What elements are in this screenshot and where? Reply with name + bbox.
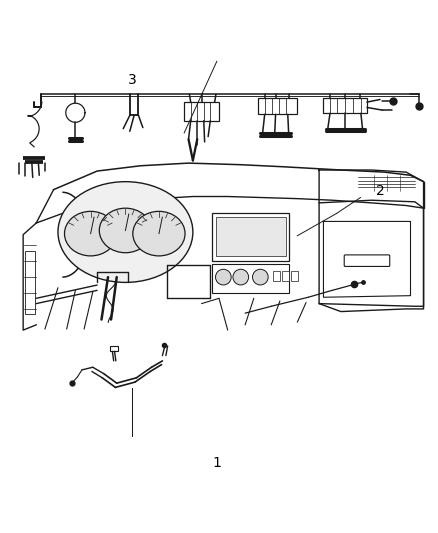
FancyBboxPatch shape	[282, 271, 289, 281]
Circle shape	[233, 269, 249, 285]
Ellipse shape	[58, 182, 193, 282]
FancyBboxPatch shape	[273, 271, 280, 281]
Text: 2: 2	[376, 184, 385, 198]
Text: 1: 1	[212, 456, 221, 470]
Ellipse shape	[64, 212, 117, 256]
Circle shape	[253, 269, 268, 285]
Ellipse shape	[99, 208, 152, 253]
FancyBboxPatch shape	[212, 214, 289, 261]
FancyBboxPatch shape	[25, 251, 35, 314]
FancyBboxPatch shape	[323, 99, 367, 114]
FancyBboxPatch shape	[258, 99, 297, 114]
FancyBboxPatch shape	[291, 271, 298, 281]
Text: 3: 3	[127, 73, 136, 87]
Circle shape	[215, 269, 231, 285]
FancyBboxPatch shape	[344, 255, 390, 266]
FancyBboxPatch shape	[215, 216, 286, 256]
Ellipse shape	[133, 212, 185, 256]
FancyBboxPatch shape	[212, 264, 289, 293]
FancyBboxPatch shape	[184, 102, 219, 120]
FancyBboxPatch shape	[110, 346, 118, 351]
